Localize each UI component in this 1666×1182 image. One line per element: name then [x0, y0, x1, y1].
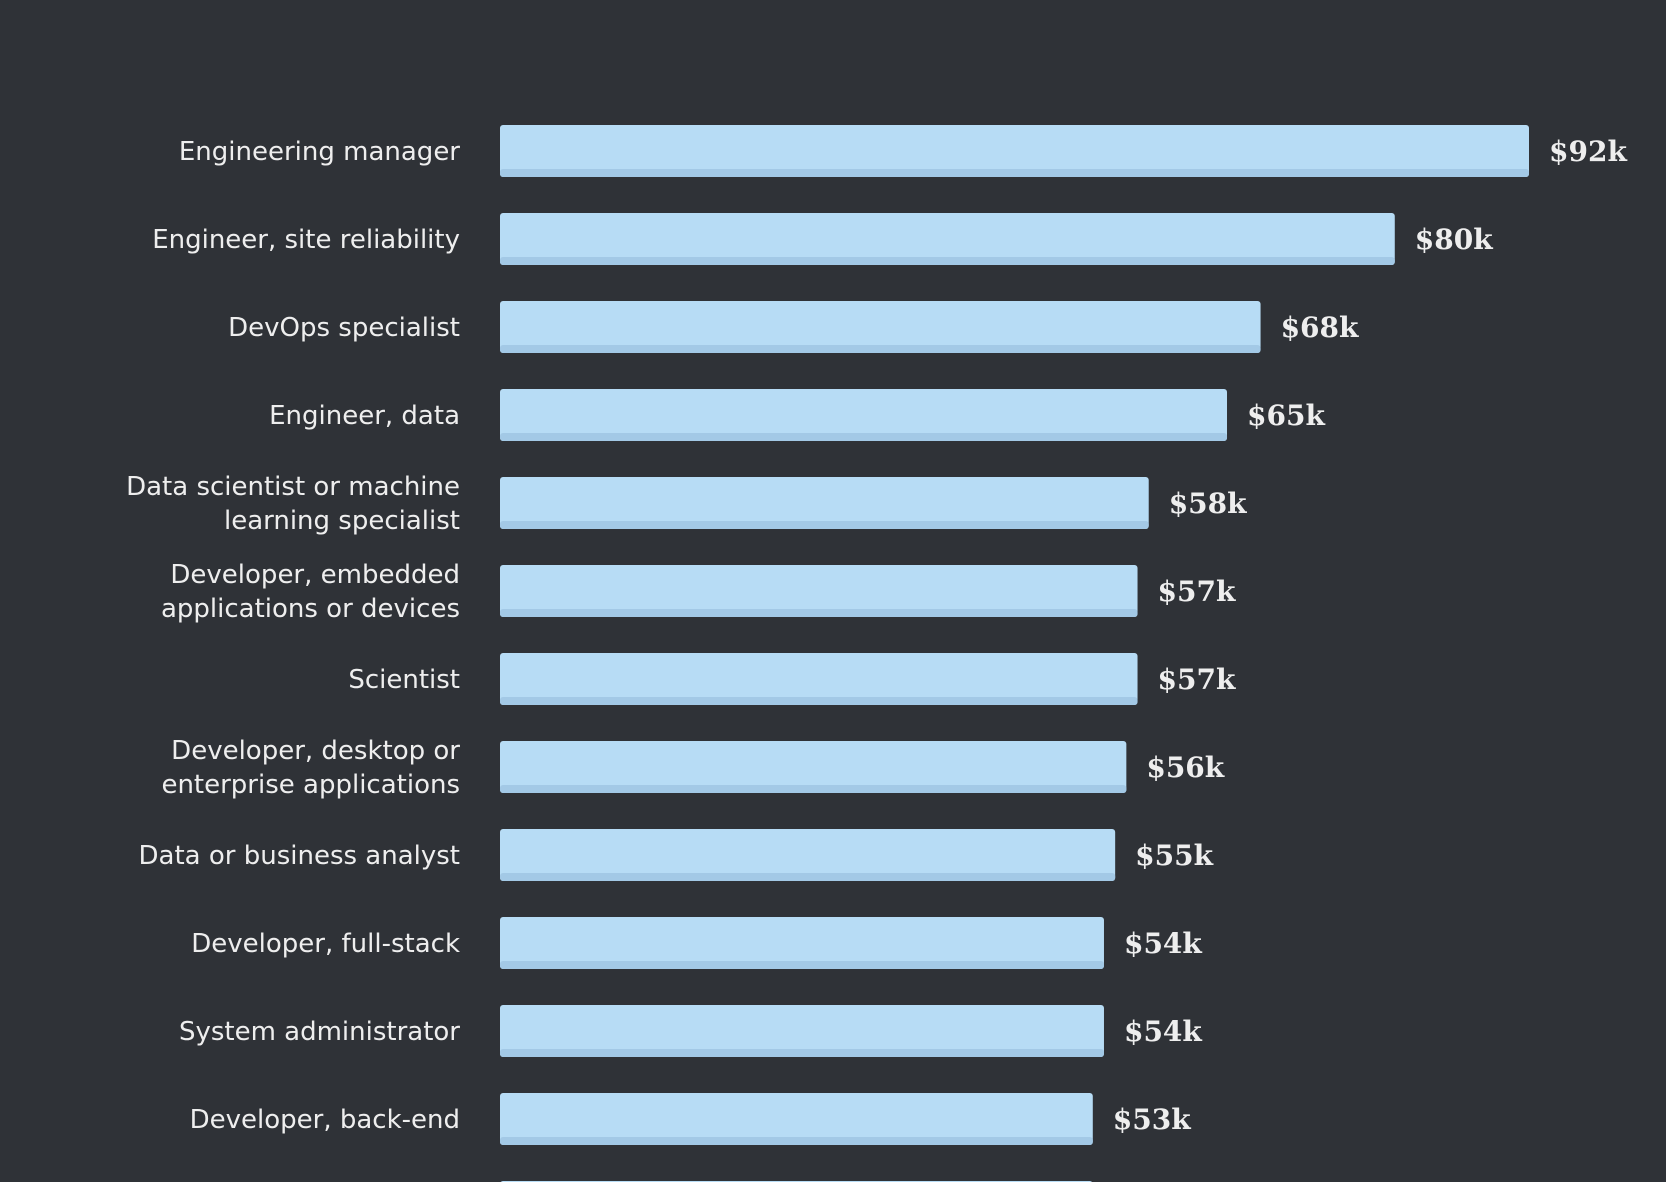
- bar-bottom-edge: [500, 961, 1104, 969]
- category-label: Engineering manager: [179, 137, 460, 167]
- bar-row: Engineer, data $65k: [269, 389, 1325, 441]
- value-label: $54k: [1124, 1015, 1202, 1048]
- bar: [500, 565, 1138, 617]
- category-label: DevOps specialist: [228, 313, 460, 343]
- bar: [500, 213, 1395, 265]
- bar-bottom-edge: [500, 169, 1529, 177]
- value-label: $55k: [1135, 839, 1213, 872]
- value-label: $53k: [1113, 1103, 1191, 1136]
- category-label: Developer, back-end: [190, 1105, 460, 1135]
- bar-row: Engineer, site reliability $80k: [152, 213, 1493, 265]
- bar: [500, 653, 1138, 705]
- value-label: $80k: [1415, 223, 1493, 256]
- category-label: Scientist: [348, 665, 460, 695]
- value-label: $57k: [1158, 663, 1236, 696]
- bar: [500, 477, 1149, 529]
- bar-bottom-edge: [500, 873, 1116, 881]
- value-label: $57k: [1158, 575, 1236, 608]
- category-label: System administrator: [179, 1017, 460, 1047]
- bar: [500, 125, 1529, 177]
- bar-row: Data scientist or machine learning specia…: [126, 472, 1247, 536]
- bar-row: Developer, back-end $53k: [190, 1093, 1191, 1145]
- category-label: Data or business analyst: [139, 841, 460, 871]
- bar: [500, 1093, 1093, 1145]
- bar-bottom-edge: [500, 257, 1395, 265]
- bar: [500, 917, 1104, 969]
- bar-row: Developer, desktop or enterprise applicat…: [161, 736, 1224, 800]
- bar-row: Engineering manager $92k: [179, 125, 1627, 177]
- bar-row: System administrator $54k: [179, 1005, 1202, 1057]
- category-label: Developer, desktop or enterprise applicat…: [161, 736, 460, 800]
- category-label: Engineer, data: [269, 401, 460, 431]
- bar-bottom-edge: [500, 1137, 1093, 1145]
- category-label: Developer, full-stack: [191, 929, 460, 959]
- bar: [500, 1005, 1104, 1057]
- category-label: Developer, embedded applications or devic…: [161, 560, 460, 624]
- category-label: Engineer, site reliability: [152, 225, 460, 255]
- value-label: $54k: [1124, 927, 1202, 960]
- bar-bottom-edge: [500, 433, 1228, 441]
- bar: [500, 389, 1228, 441]
- bar-bottom-edge: [500, 697, 1138, 705]
- bar-bottom-edge: [500, 521, 1149, 529]
- bar-bottom-edge: [500, 785, 1127, 793]
- value-label: $68k: [1281, 311, 1359, 344]
- bar-row: Developer, full-stack $54k: [191, 917, 1202, 969]
- value-label: $65k: [1247, 399, 1325, 432]
- bar: [500, 829, 1116, 881]
- bar-bottom-edge: [500, 345, 1261, 353]
- value-label: $58k: [1169, 487, 1247, 520]
- bar-row: Data or business analyst $55k: [139, 829, 1214, 881]
- bar-row: Scientist $57k: [348, 653, 1236, 705]
- bar-bottom-edge: [500, 609, 1138, 617]
- bar: [500, 301, 1261, 353]
- value-label: $92k: [1549, 135, 1627, 168]
- bar-row: DevOps specialist $68k: [228, 301, 1359, 353]
- bar: [500, 741, 1127, 793]
- bar-bottom-edge: [500, 1049, 1104, 1057]
- category-label: Data scientist or machine learning specia…: [126, 472, 460, 536]
- bar-row: Developer, embedded applications or devic…: [161, 560, 1236, 624]
- value-label: $56k: [1146, 751, 1224, 784]
